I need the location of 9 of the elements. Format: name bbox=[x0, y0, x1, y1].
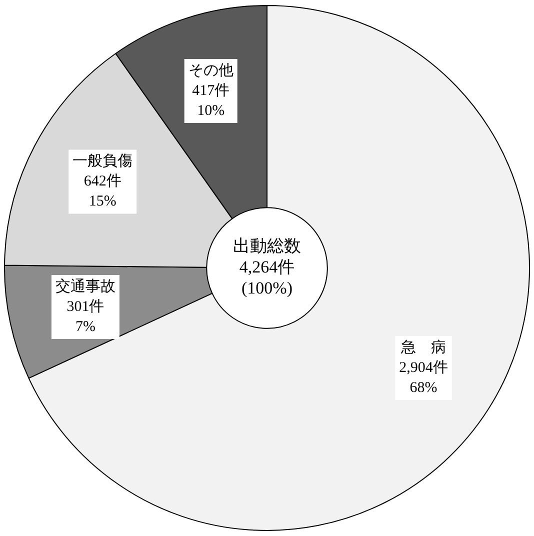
data-label: 2,904件 68% bbox=[399, 360, 448, 396]
slice-label: 急 病 bbox=[400, 338, 446, 356]
slice-label: 一般負傷 bbox=[72, 152, 133, 170]
data-label: 417件 10% bbox=[192, 82, 230, 119]
slice-label: その他 bbox=[188, 62, 234, 79]
data-label: 301件 7% bbox=[66, 298, 104, 335]
data-label: 642件 15% bbox=[84, 174, 122, 210]
slice-label: 交通事故 bbox=[55, 278, 116, 295]
text: 出動総数 4,264件 (100%) bbox=[233, 236, 301, 298]
